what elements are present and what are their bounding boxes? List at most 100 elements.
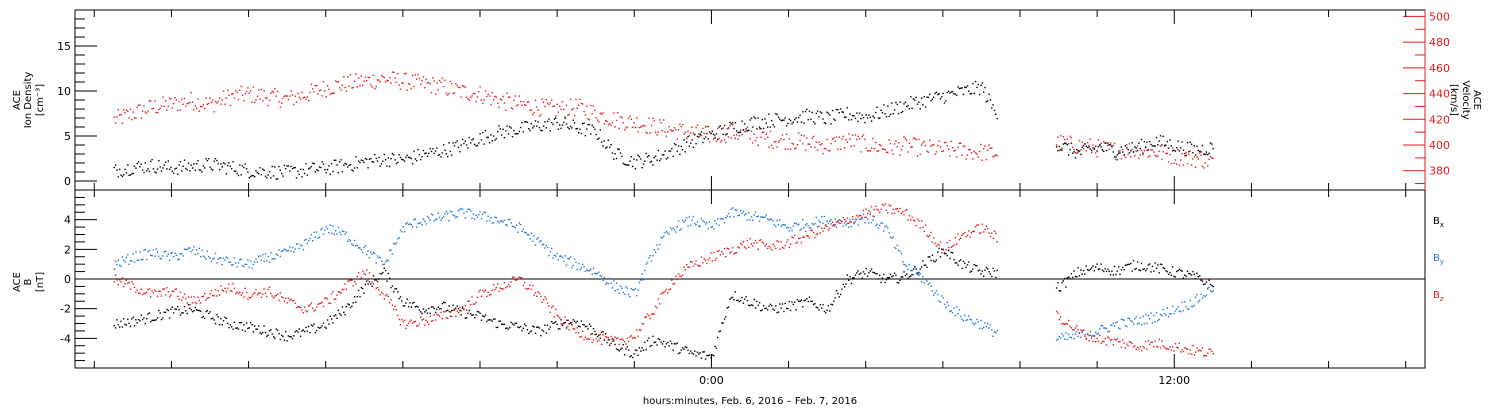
- density-point: [201, 171, 203, 173]
- velocity-point: [363, 80, 365, 82]
- velocity-point: [129, 108, 132, 110]
- density-point: [210, 168, 213, 170]
- bz-point: [652, 313, 654, 315]
- bz-point: [575, 332, 577, 334]
- bz-point: [968, 230, 970, 232]
- by-point: [834, 218, 836, 220]
- bx-point: [945, 252, 947, 255]
- by-point: [870, 222, 873, 224]
- density-point: [1128, 152, 1131, 154]
- by-point: [359, 247, 361, 249]
- by-point: [532, 240, 534, 242]
- density-point: [356, 167, 358, 169]
- by-point: [735, 209, 738, 211]
- by-point: [686, 217, 688, 219]
- bx-point: [1143, 268, 1145, 270]
- velocity-point: [1136, 145, 1139, 147]
- velocity-point: [425, 78, 427, 80]
- bx-point: [653, 341, 655, 344]
- by-point: [330, 232, 333, 235]
- velocity-point: [681, 124, 684, 126]
- bx-point: [1201, 280, 1204, 282]
- by-point: [182, 255, 184, 257]
- velocity-point: [343, 76, 345, 78]
- density-point: [1199, 150, 1201, 152]
- by-point: [397, 238, 399, 240]
- bx-point: [324, 326, 326, 328]
- bx-point: [281, 334, 283, 336]
- velocity-point: [1116, 159, 1118, 161]
- bx-point: [1073, 270, 1075, 272]
- density-point: [761, 118, 763, 121]
- velocity-point: [318, 89, 321, 92]
- velocity-point: [262, 100, 264, 102]
- bx-point: [540, 335, 542, 337]
- by-point: [1190, 305, 1193, 308]
- bx-point: [125, 324, 128, 326]
- by-point: [996, 329, 998, 332]
- bz-point: [1167, 348, 1170, 350]
- density-point: [375, 157, 377, 160]
- bx-point: [160, 318, 163, 321]
- by-point: [950, 310, 952, 312]
- density-point: [749, 119, 751, 121]
- by-point: [929, 282, 931, 284]
- bx-point: [488, 319, 491, 321]
- velocity-point: [661, 130, 664, 132]
- by-point: [214, 252, 217, 255]
- bx-point: [364, 283, 367, 286]
- bx-point: [881, 277, 884, 279]
- bx-point: [567, 319, 569, 322]
- top-right-tick-label: 440: [1429, 88, 1450, 101]
- by-point: [837, 219, 839, 222]
- density-point: [564, 117, 566, 119]
- bz-point: [800, 241, 803, 244]
- by-point: [190, 251, 192, 253]
- density-point: [964, 86, 966, 88]
- bz-point: [1150, 341, 1152, 344]
- velocity-point: [463, 85, 465, 87]
- bz-point: [335, 298, 337, 300]
- bx-point: [943, 253, 946, 255]
- bx-point: [173, 312, 175, 314]
- bz-point: [636, 329, 638, 331]
- bz-point: [579, 336, 581, 338]
- bx-point: [1184, 274, 1186, 276]
- bz-point: [821, 227, 823, 229]
- by-point: [212, 258, 214, 260]
- density-point: [875, 111, 877, 114]
- velocity-point: [389, 77, 391, 79]
- bx-point: [159, 312, 161, 314]
- velocity-point: [413, 85, 415, 88]
- density-point: [1095, 145, 1097, 147]
- by-point: [559, 255, 561, 257]
- bz-point: [582, 330, 584, 332]
- density-point: [1089, 148, 1091, 150]
- density-point: [569, 125, 572, 128]
- density-point: [1097, 146, 1100, 148]
- density-point: [923, 95, 925, 98]
- bz-point: [421, 319, 423, 321]
- bx-point: [538, 327, 541, 329]
- velocity-point: [663, 119, 665, 121]
- bx-point: [237, 328, 240, 330]
- velocity-point: [764, 138, 766, 140]
- by-point: [1066, 338, 1069, 341]
- density-point: [957, 86, 959, 88]
- bz-point: [973, 230, 975, 233]
- by-point: [783, 223, 785, 226]
- velocity-point: [378, 79, 380, 81]
- velocity-point: [249, 90, 252, 92]
- velocity-point: [1095, 152, 1097, 154]
- bz-point: [1093, 335, 1096, 337]
- density-point: [272, 175, 275, 177]
- by-point: [509, 218, 511, 221]
- bz-point: [721, 251, 723, 253]
- bz-point: [883, 204, 885, 207]
- velocity-point: [445, 92, 448, 94]
- velocity-point: [140, 117, 142, 119]
- density-point: [698, 136, 700, 138]
- bz-point: [428, 323, 430, 325]
- by-point: [958, 309, 961, 311]
- by-point: [293, 251, 295, 253]
